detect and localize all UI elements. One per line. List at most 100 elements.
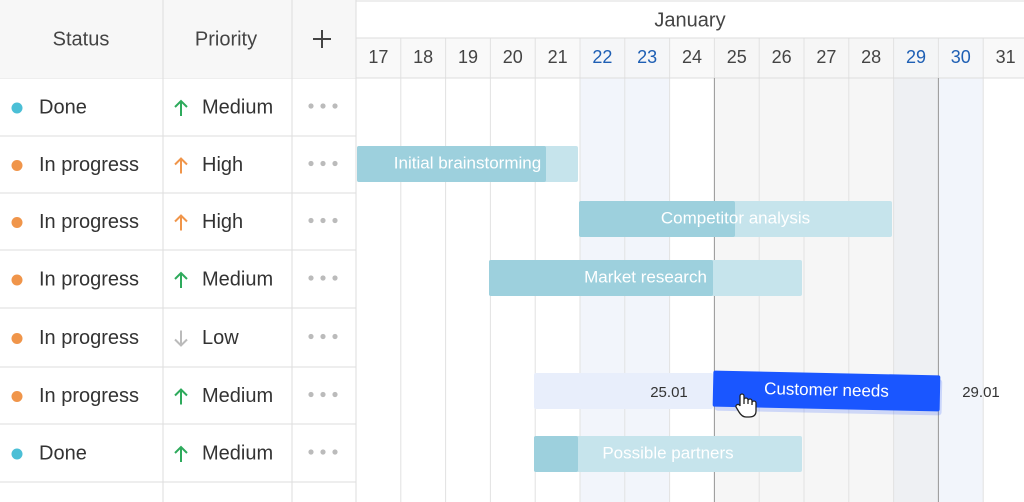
status-dot xyxy=(11,217,23,228)
priority-arrow xyxy=(174,271,188,288)
task-name: Customer needs xyxy=(764,379,889,401)
drag-end-label: 29.01 xyxy=(962,384,1000,401)
day-label: 28 xyxy=(861,47,881,67)
row-menu[interactable] xyxy=(308,333,338,340)
priority-arrow xyxy=(174,157,188,174)
status-text: In progress xyxy=(39,154,139,176)
column-header: Priority xyxy=(195,28,257,50)
menu-dot xyxy=(332,333,338,340)
menu-dot xyxy=(332,103,338,109)
priority-text: Medium xyxy=(202,96,273,118)
day-label: 26 xyxy=(772,47,792,67)
task[interactable]: Possible partners xyxy=(534,436,802,472)
arrow-shape xyxy=(174,445,188,462)
day-label: 19 xyxy=(458,47,478,67)
status-text: Done xyxy=(39,96,87,118)
status-dot xyxy=(11,448,23,460)
menu-dot xyxy=(320,160,326,167)
priority-text: High xyxy=(202,211,243,233)
priority-text: High xyxy=(202,154,243,176)
status-dot xyxy=(11,333,23,344)
day-label: 30 xyxy=(951,47,971,67)
table-header xyxy=(0,0,356,78)
task-name: Market research xyxy=(584,267,707,286)
menu-dot xyxy=(308,160,314,167)
column-shade xyxy=(893,38,939,502)
priority-text: Low xyxy=(202,327,239,349)
day-label: 18 xyxy=(413,47,433,67)
menu-dot xyxy=(320,103,326,109)
menu-dot xyxy=(308,449,314,455)
menu-dot xyxy=(308,333,314,340)
menu-dot xyxy=(320,275,326,281)
day-label: 24 xyxy=(682,47,702,67)
task[interactable]: Competitor analysis xyxy=(579,201,892,237)
task-progress xyxy=(579,201,735,237)
menu-dot xyxy=(332,449,338,455)
row-menu[interactable] xyxy=(308,449,338,455)
add-column-button[interactable] xyxy=(313,30,331,48)
arrow-shape xyxy=(174,99,188,116)
priority-arrow xyxy=(174,214,188,231)
menu-dot xyxy=(320,333,326,340)
status-text: In progress xyxy=(39,211,139,233)
column-shade xyxy=(804,38,849,502)
row-menu[interactable] xyxy=(308,391,338,398)
task[interactable]: Initial brainstorming xyxy=(357,146,578,182)
table-and-tasks: Done Medium In progress High In progress High… xyxy=(0,0,1000,502)
priority-text: Medium xyxy=(202,442,273,464)
row-menu[interactable] xyxy=(308,160,338,167)
month-label: January xyxy=(654,9,725,31)
cursor-shape xyxy=(735,393,757,418)
priority-arrow xyxy=(174,445,188,462)
menu-dot xyxy=(332,160,338,167)
day-label: 22 xyxy=(592,47,612,67)
day-label: 21 xyxy=(548,47,568,67)
menu-dot xyxy=(332,391,338,398)
drag-start-label: 25.01 xyxy=(650,384,688,401)
status-text: In progress xyxy=(39,268,139,290)
arrow-shape xyxy=(174,214,188,231)
day-label: 27 xyxy=(816,47,836,67)
task-bar xyxy=(712,370,941,412)
arrow-shape xyxy=(174,271,188,288)
menu-dot xyxy=(308,217,314,224)
column-shade xyxy=(848,38,894,502)
status-dot xyxy=(11,160,23,171)
arrow-shape xyxy=(174,157,188,174)
task-progress xyxy=(489,260,713,296)
priority-text: Medium xyxy=(202,385,273,407)
day-label: 20 xyxy=(503,47,523,67)
priority-text: Medium xyxy=(202,268,273,290)
drag-ghost xyxy=(534,373,713,409)
menu-dot xyxy=(308,391,314,398)
status-dot xyxy=(11,274,23,286)
status-text: Done xyxy=(39,442,87,464)
task-progress xyxy=(357,146,546,182)
menu-dot xyxy=(332,275,338,281)
row-menu[interactable] xyxy=(308,217,338,224)
column-header: Status xyxy=(53,28,110,50)
day-header xyxy=(356,38,1024,78)
task-name: Possible partners xyxy=(602,443,733,462)
status-dot xyxy=(11,391,23,402)
column-shade xyxy=(938,38,984,502)
row-menu[interactable] xyxy=(308,275,338,281)
status-dot xyxy=(11,102,23,114)
arrow-shape xyxy=(174,388,188,405)
day-label: 31 xyxy=(996,47,1016,67)
task-progress xyxy=(534,436,578,472)
task-name: Initial brainstorming xyxy=(394,153,541,172)
day-label: 23 xyxy=(637,47,657,67)
menu-dot xyxy=(320,391,326,398)
priority-arrow xyxy=(174,99,188,116)
menu-dot xyxy=(308,103,314,109)
task-name: Competitor analysis xyxy=(661,208,810,227)
task[interactable]: Market research xyxy=(489,260,802,296)
dragged-task[interactable]: Customer needs xyxy=(712,370,943,416)
day-label: 17 xyxy=(368,47,388,67)
arrow-shape xyxy=(174,330,188,347)
priority-arrow xyxy=(174,388,188,405)
row-menu[interactable] xyxy=(308,103,338,109)
